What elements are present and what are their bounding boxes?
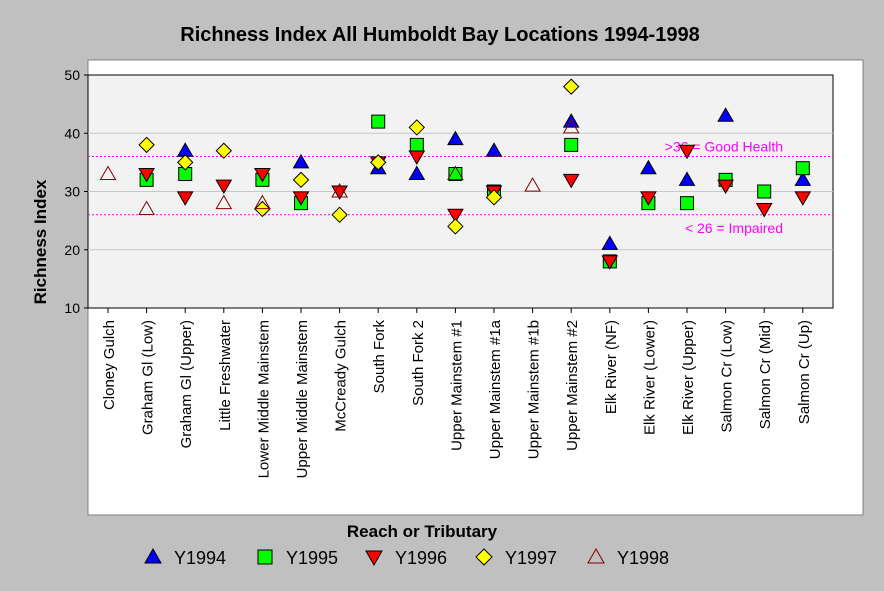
data-point <box>254 194 271 210</box>
data-point <box>601 255 619 270</box>
x-tick-label: Lower Middle Mainstem <box>255 320 272 478</box>
legend-marker <box>587 547 605 564</box>
data-point <box>138 168 155 183</box>
data-point <box>176 191 194 206</box>
x-tick-label: McCready Gulch <box>333 320 350 432</box>
data-point <box>795 161 810 176</box>
data-point <box>408 165 426 181</box>
data-point <box>138 200 155 215</box>
x-tick-label: Little Freshwater <box>217 320 234 431</box>
x-axis-title: Reach or Tributary <box>347 522 498 541</box>
x-tick-label: South Fork 2 <box>410 320 427 406</box>
data-point <box>562 118 580 134</box>
data-point <box>331 206 348 224</box>
data-point <box>331 185 348 201</box>
x-tick-label: Cloney Gulch <box>101 320 118 410</box>
legend: Y1994 Y1995 Y1996 Y1997 Y1998 <box>144 547 669 568</box>
data-point <box>757 184 772 199</box>
data-point <box>254 168 271 183</box>
x-axis-ticks: Cloney Gulch Graham Gl (Low) Graham Gl (Up… <box>101 308 813 478</box>
data-point <box>564 137 579 152</box>
data-point <box>447 130 464 146</box>
data-point <box>331 182 348 198</box>
data-point <box>408 150 426 166</box>
legend-marker <box>365 550 383 567</box>
x-tick-label: Upper Mainstem #2 <box>564 320 581 451</box>
data-point <box>408 119 426 136</box>
legend-label: Y1994 <box>174 548 226 568</box>
data-point <box>562 78 580 95</box>
data-point <box>369 154 387 171</box>
data-point <box>717 107 734 122</box>
data-point <box>601 235 619 250</box>
x-tick-label: Elk River (Lower) <box>641 320 658 435</box>
data-point <box>794 191 812 206</box>
data-point <box>794 171 812 186</box>
data-point <box>215 179 233 195</box>
y-tick-label: 40 <box>64 125 80 141</box>
legend-marker <box>144 547 162 564</box>
x-tick-label: Elk River (Upper) <box>680 320 697 435</box>
data-point <box>524 177 541 192</box>
data-point <box>485 189 503 206</box>
reference-lines: >36 = Good Health < 26 = Impaired <box>88 139 833 236</box>
legend-marker <box>475 548 493 566</box>
x-tick-label: Upper Mainstem #1b <box>526 320 543 459</box>
data-point <box>755 202 773 218</box>
data-point <box>678 144 696 160</box>
data-point <box>292 171 310 189</box>
legend-label: Y1998 <box>617 548 669 568</box>
y-tick-label: 20 <box>64 242 80 258</box>
y-axis-ticks: 10 20 30 40 50 <box>64 67 88 316</box>
series-Y1996 <box>138 144 812 270</box>
x-tick-label: Salmon Cr (Mid) <box>757 320 774 429</box>
data-point <box>640 159 657 175</box>
data-point <box>562 173 580 189</box>
y-tick-label: 10 <box>64 300 80 316</box>
data-point <box>215 194 233 210</box>
data-point <box>215 142 233 159</box>
y-tick-label: 50 <box>64 67 80 83</box>
data-point <box>409 137 424 152</box>
legend-label: Y1996 <box>395 548 447 568</box>
y-tick-label: 30 <box>64 184 80 200</box>
legend-label: Y1995 <box>286 548 338 568</box>
y-axis-title: Richness Index <box>31 179 50 304</box>
reference-line-label: < 26 = Impaired <box>685 220 783 236</box>
series-Y1998 <box>99 118 580 215</box>
series-Y1997 <box>138 78 580 235</box>
x-tick-label: South Fork <box>371 320 388 394</box>
data-point <box>678 171 696 186</box>
x-tick-label: Graham Gl (Upper) <box>178 320 195 448</box>
data-point <box>138 136 155 154</box>
data-point <box>371 114 386 129</box>
data-point <box>485 142 503 157</box>
legend-marker <box>257 549 273 565</box>
data-point <box>292 191 310 206</box>
data-point <box>99 165 117 181</box>
x-tick-label: Upper Middle Mainstem <box>294 320 311 478</box>
data-markers <box>99 78 812 270</box>
data-point <box>717 179 734 195</box>
reference-line-label: >36 = Good Health <box>665 139 783 155</box>
data-point <box>447 218 464 235</box>
x-tick-label: Upper Mainstem #1a <box>487 319 504 459</box>
data-point <box>292 153 310 169</box>
legend-label: Y1997 <box>505 548 557 568</box>
x-tick-label: Elk River (NF) <box>603 320 620 414</box>
x-tick-label: Upper Mainstem #1 <box>448 320 465 451</box>
data-point <box>176 154 194 171</box>
data-point <box>680 196 694 211</box>
data-point <box>640 191 657 206</box>
x-tick-label: Salmon Cr (Low) <box>719 320 736 433</box>
data-point <box>447 165 464 181</box>
gridlines <box>88 132 833 251</box>
chart-title: Richness Index All Humboldt Bay Location… <box>180 24 699 46</box>
x-tick-label: Graham Gl (Low) <box>140 320 157 435</box>
x-tick-label: Salmon Cr (Up) <box>796 320 813 424</box>
data-point <box>447 208 464 224</box>
